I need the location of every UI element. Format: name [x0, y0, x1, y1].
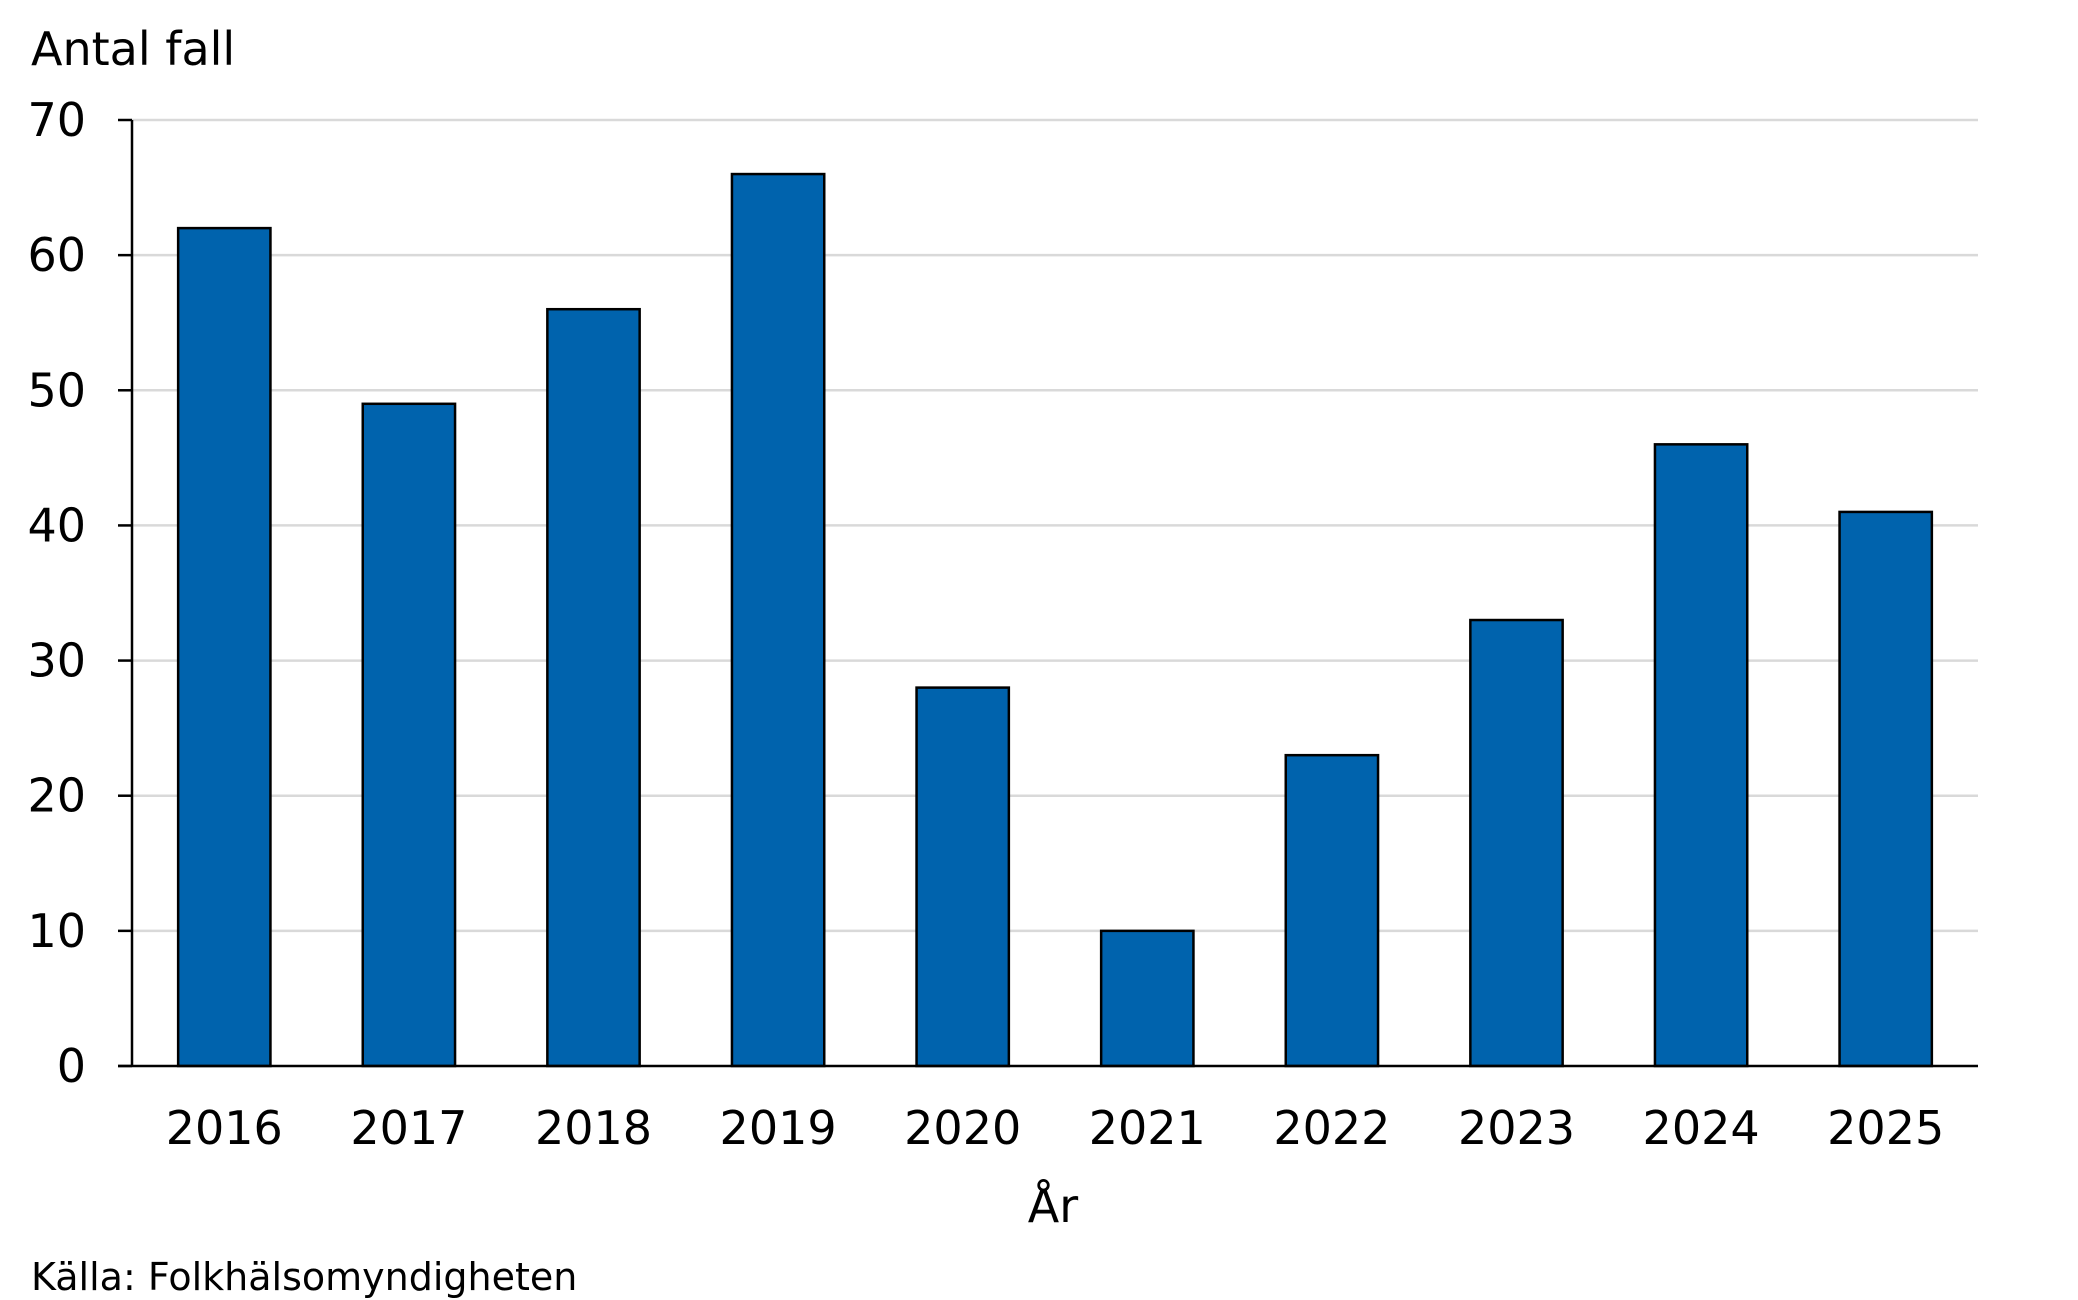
x-tick-label: 2020 [904, 1101, 1021, 1155]
x-tick-label: 2022 [1273, 1101, 1390, 1155]
bar-2024 [1653, 443, 1749, 1068]
bar-2025 [1838, 510, 1934, 1068]
x-tick-label: 2021 [1089, 1101, 1206, 1155]
tick-labels: 0 10 20 30 40 50 60 70 2016 2017 2018 2019 2020 2021 2… [27, 93, 1944, 1155]
y-axis-title: Antal fall [31, 22, 235, 76]
y-tick-label: 30 [27, 634, 86, 688]
y-tick-label: 0 [57, 1039, 86, 1093]
bars [176, 172, 1934, 1068]
x-tick-label: 2024 [1643, 1101, 1760, 1155]
bar-2016 [176, 226, 272, 1068]
bar-2023 [1469, 618, 1564, 1068]
y-tick-label: 40 [27, 498, 86, 552]
y-tick-label: 20 [27, 769, 86, 823]
x-tick-label: 2018 [535, 1101, 652, 1155]
y-tick-label: 60 [27, 228, 86, 282]
bar-2018 [546, 307, 641, 1068]
x-tick-label: 2023 [1458, 1101, 1575, 1155]
y-tick-label: 10 [27, 904, 86, 958]
source-note: Källa: Folkhälsomyndigheten [31, 1255, 577, 1299]
x-tick-label: 2019 [720, 1101, 837, 1155]
bar-2021 [1099, 929, 1195, 1068]
y-tick-label: 50 [27, 363, 86, 417]
bar-2017 [361, 402, 457, 1068]
axes [118, 118, 1978, 1068]
bar-2022 [1284, 753, 1380, 1068]
bar-2019 [730, 172, 826, 1068]
x-tick-label: 2017 [350, 1101, 467, 1155]
x-tick-label: 2025 [1827, 1101, 1944, 1155]
y-tick-label: 70 [27, 93, 86, 147]
x-axis-title: År [1028, 1179, 1078, 1233]
bar-2020 [915, 686, 1011, 1068]
x-tick-label: 2016 [166, 1101, 283, 1155]
